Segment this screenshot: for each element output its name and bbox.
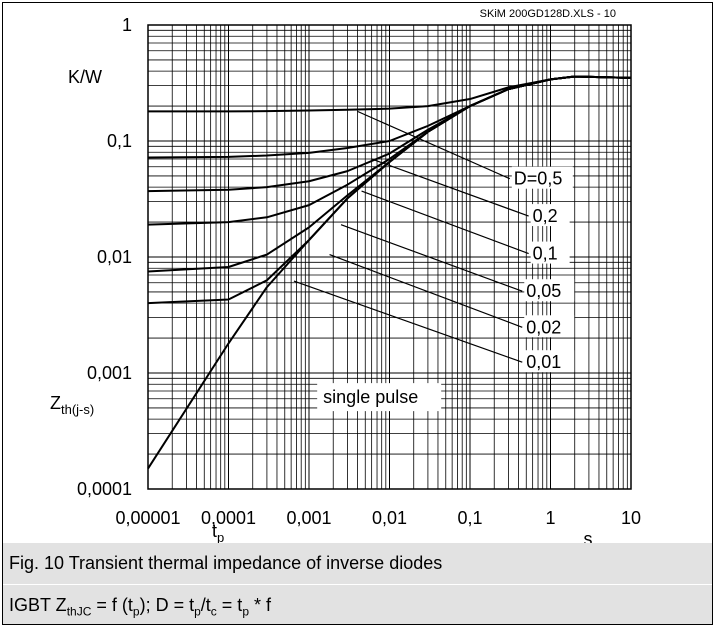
duty-cycle-label-bg bbox=[530, 241, 570, 264]
duty-cycle-label: 0,01 bbox=[526, 352, 561, 372]
y-tick-label: 0,01 bbox=[97, 247, 132, 267]
caption-box: Fig. 10 Transient thermal impedance of i… bbox=[3, 543, 712, 624]
duty-cycle-leader-line bbox=[340, 224, 523, 292]
x-tick-label: 10 bbox=[621, 508, 641, 528]
formula-part: = f (t bbox=[91, 595, 133, 615]
duty-cycle-label-bg bbox=[530, 204, 570, 227]
single-pulse-label: single pulse bbox=[323, 387, 418, 407]
x-tick-label: 1 bbox=[545, 508, 555, 528]
formula-sub: p bbox=[194, 604, 201, 619]
duty-cycle-leader-line bbox=[329, 253, 523, 328]
y-tick-label: 1 bbox=[122, 15, 132, 35]
duty-cycle-label: 0,02 bbox=[526, 317, 561, 337]
y-tick-label: 0,1 bbox=[107, 131, 132, 151]
caption-divider bbox=[3, 584, 712, 585]
x-tick-label: 0,01 bbox=[372, 508, 407, 528]
formula-part: /t bbox=[200, 595, 211, 615]
single-pulse-label-bg bbox=[317, 383, 442, 412]
chart-header-label: SKiM 200GD128D.XLS - 10 bbox=[480, 8, 616, 20]
formula-sub: thJC bbox=[66, 604, 92, 619]
duty-cycle-label-bg bbox=[511, 166, 573, 189]
x-tick-label: 0,0001 bbox=[201, 508, 256, 528]
x-tick-label: 0,00001 bbox=[115, 508, 180, 528]
thermal-impedance-chart: SKiM 200GD128D.XLS - 10 1 0,1 0,01 0,001 0,00… bbox=[50, 8, 641, 545]
duty-cycle-label-bg bbox=[524, 350, 575, 373]
labels: SKiM 200GD128D.XLS - 10 1 0,1 0,01 0,001 0,00… bbox=[50, 8, 641, 545]
curves bbox=[147, 75, 632, 470]
duty-cycle-label: 0,05 bbox=[526, 281, 561, 301]
y-tick-label: 0,0001 bbox=[77, 479, 132, 499]
x-tick-label: 0,001 bbox=[286, 508, 331, 528]
plot-area-border bbox=[147, 24, 632, 490]
formula-part: * f bbox=[249, 595, 272, 615]
x-axis-label: tp bbox=[212, 521, 224, 545]
x-axis-unit-label: s bbox=[584, 529, 593, 545]
formula-sub: c bbox=[210, 604, 217, 619]
formula-part: IGBT Z bbox=[9, 595, 67, 615]
series-curve bbox=[148, 75, 632, 113]
duty-cycle-leader-line bbox=[293, 280, 523, 363]
formula-part: = t bbox=[216, 595, 243, 615]
duty-cycle-leader-line bbox=[361, 190, 529, 255]
caption-title: Fig. 10 Transient thermal impedance of i… bbox=[9, 553, 443, 573]
caption-formula: IGBT ZthJC = f (tp); D = tp/tc = tp * f bbox=[9, 595, 271, 619]
y-axis-unit-label: K/W bbox=[68, 67, 102, 87]
formula-sub: p bbox=[242, 604, 249, 619]
duty-cycle-label-bg bbox=[524, 315, 575, 338]
duty-cycle-leader-line bbox=[371, 158, 529, 217]
duty-cycle-leader-line bbox=[357, 110, 511, 180]
y-axis-label: Zth(j-s) bbox=[50, 393, 94, 417]
duty-cycle-label: 0,2 bbox=[533, 206, 558, 226]
y-tick-label: 0,001 bbox=[87, 363, 132, 383]
formula-part: ); D = t bbox=[139, 595, 195, 615]
duty-cycle-label-bg bbox=[524, 279, 575, 302]
formula-sub: p bbox=[132, 604, 140, 619]
duty-cycle-label: 0,1 bbox=[533, 244, 558, 264]
duty-cycle-label: D=0,5 bbox=[514, 169, 563, 189]
x-tick-label: 0,1 bbox=[457, 508, 482, 528]
